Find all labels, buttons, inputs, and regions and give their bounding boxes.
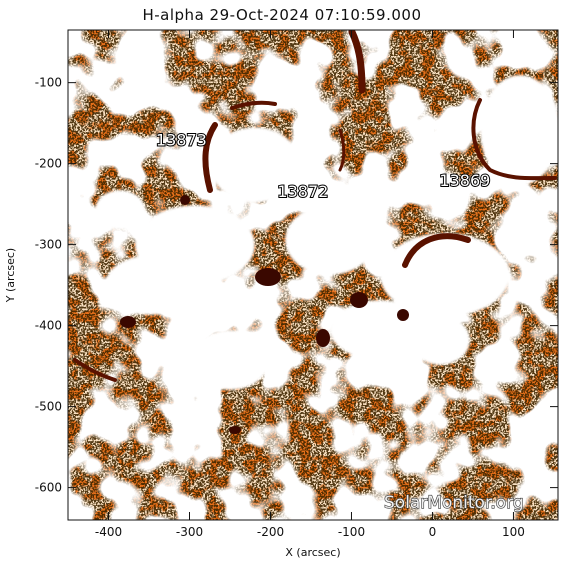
region-label-13872: 13872 [277, 182, 328, 201]
y-tick-label: -600 [35, 481, 62, 495]
image-title: H-alpha 29-Oct-2024 07:10:59.000 [142, 6, 422, 24]
plot-frame [67, 29, 559, 521]
x-tick-label: 0 [429, 525, 437, 539]
region-label-13869: 13869 [439, 171, 490, 190]
region-label-13873: 13873 [156, 130, 207, 149]
x-tick-label: -100 [338, 525, 365, 539]
x-tick-label: 100 [502, 525, 525, 539]
filaments [73, 30, 557, 382]
y-tick-label: -300 [35, 238, 62, 252]
axis-ticks: -400 -300 -200 -100 0 100 -100 -200 -300 -400 -500… [35, 30, 558, 539]
solarmonitor-watermark: SolarMonitor.org [384, 493, 524, 513]
x-tick-label: -400 [95, 525, 122, 539]
y-tick-label: -200 [35, 157, 62, 171]
x-tick-label: -300 [176, 525, 203, 539]
y-tick-label: -400 [35, 319, 62, 333]
sunspots [120, 195, 409, 434]
x-axis-label: X (arcsec) [285, 546, 340, 559]
y-tick-label: -100 [35, 76, 62, 90]
y-axis-label: Y (arcsec) [4, 248, 17, 303]
y-tick-label: -500 [35, 400, 62, 414]
solar-image: 13873 13872 13869 SolarMonitor.org [68, 30, 558, 520]
x-tick-label: -200 [257, 525, 284, 539]
region-labels: 13873 13872 13869 [155, 129, 491, 202]
